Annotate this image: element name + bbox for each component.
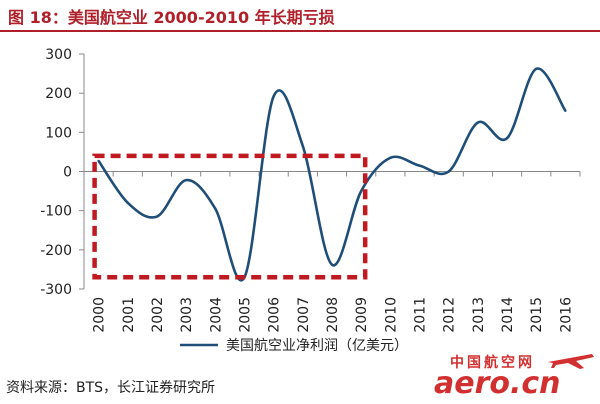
x-tick-label: 2006	[267, 297, 283, 333]
title-divider	[0, 30, 600, 32]
x-tick-label: 2008	[325, 297, 341, 333]
y-tick-label: -300	[40, 282, 72, 298]
watermark-top-text: 中国航空网	[450, 355, 535, 371]
data-point-2007	[301, 144, 305, 148]
y-tick-label: 100	[45, 125, 72, 141]
x-tick-label: 2012	[442, 297, 458, 333]
data-point-2004	[214, 207, 217, 210]
data-point-2011	[418, 164, 421, 167]
data-point-2016	[564, 109, 567, 112]
x-tick-label: 2004	[208, 297, 224, 333]
chart-title: 图 18：美国航空业 2000-2010 年长期亏损	[8, 8, 335, 27]
highlight-box	[92, 153, 368, 280]
data-point-2009	[359, 189, 363, 193]
data-point-2010	[389, 156, 392, 159]
x-tick-label: 2002	[150, 297, 166, 333]
y-tick-label: 0	[63, 165, 72, 181]
x-tick-label: 2016	[558, 297, 574, 333]
series-line	[97, 67, 567, 282]
title-bar: 图 18：美国航空业 2000-2010 年长期亏损	[0, 0, 600, 32]
x-tick-label: 2010	[383, 297, 399, 333]
x-tick-label: 2009	[354, 297, 370, 333]
data-point-2008	[330, 263, 334, 266]
y-tick-label: 300	[45, 47, 72, 63]
y-tick-label: 200	[45, 86, 72, 102]
x-tick-label: 2005	[237, 297, 253, 333]
data-point-2013	[476, 121, 480, 124]
x-tick-label: 2015	[529, 297, 545, 333]
data-point-2015	[535, 67, 538, 71]
data-point-2006	[272, 95, 275, 98]
legend-label: 美国航空业净利润（亿美元）	[226, 338, 408, 354]
x-tick-label: 2014	[500, 297, 516, 333]
watermark-bottom-text: aero.cn	[434, 366, 561, 401]
line-chart: 300 200 100 0 -100 -200 -300 2000 2001 2002 2003 20…	[40, 47, 581, 354]
watermark-logo: 中国航空网 aero.cn	[428, 344, 600, 404]
airplane-icon	[548, 354, 594, 369]
data-point-2001	[126, 201, 129, 205]
source-note: 资料来源：BTS，长江证券研究所	[6, 380, 216, 396]
x-tick-label: 2001	[121, 297, 137, 333]
x-tick-label: 2011	[413, 297, 429, 333]
data-point-2012	[447, 170, 450, 173]
x-tick-label: 2000	[92, 297, 108, 333]
x-tick-label: 2003	[179, 297, 195, 333]
chart-area: 300 200 100 0 -100 -200 -300 2000 2001 2002 2003 20…	[0, 32, 600, 370]
y-tick-label: -200	[40, 243, 72, 259]
data-point-2000	[97, 159, 100, 163]
y-tick-label: -100	[40, 204, 72, 220]
x-tick-label: 2013	[471, 297, 487, 333]
x-tick-label: 2007	[296, 297, 312, 333]
data-point-2003	[184, 178, 188, 182]
data-point-2002	[155, 215, 159, 218]
data-point-2014	[505, 137, 509, 140]
